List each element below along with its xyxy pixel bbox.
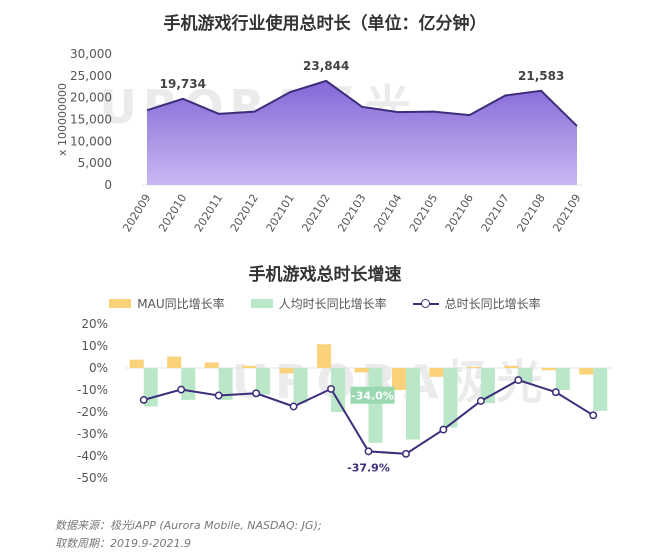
footer-period: 取数周期：2019.9-2021.9 [55,537,191,550]
chart2-ytick: -20% [77,405,108,419]
chart2-ytick: -40% [77,449,108,463]
chart2-point-total [476,397,485,405]
chart1-xtick: 202104 [371,192,404,235]
chart2-bar-per-user [368,368,383,443]
chart2-bar-per-user [593,368,608,411]
chart2-point-total [439,425,448,434]
chart1-line [146,79,578,127]
legend-item-per-user: 人均时长同比增长率 [250,295,387,312]
chart2-bar-per-user [555,368,570,390]
chart1-data-label: 19,734 [160,77,206,91]
chart1-xtick: 202108 [514,192,547,235]
chart2-bar-per-user [293,368,308,404]
chart1-xtick: 202010 [156,192,189,235]
chart2-label-bg [350,386,395,404]
chart1-data-label: 23,844 [303,59,349,73]
footer-source: 数据来源：极光iAPP (Aurora Mobile, NASDAQ: JG); [55,519,322,532]
chart2-bar-per-user [181,368,196,400]
chart2-bar-per-user [256,368,271,395]
chart2-point-total [514,376,523,385]
chart2-point-total [589,411,598,420]
chart1-ytick: 20,000 [70,91,112,105]
chart1-area [147,80,577,185]
chart1-xtick: 202107 [479,192,512,235]
legend-item-mau: MAU同比增长率 [109,295,225,312]
chart2-point-total [139,395,148,404]
chart2-ytick: -10% [77,383,108,397]
chart2-bar-mau [317,344,332,368]
chart2-point-total [214,391,223,400]
chart1-xtick: 202105 [407,192,440,235]
legend-swatch-mau [109,299,132,308]
chart2-bar-per-user [218,368,233,400]
chart2-point-total [289,402,298,411]
chart1-ytick: 25,000 [70,69,112,83]
legend-label-total: 总时长同比增长率 [444,297,541,311]
chart2-point-total [551,388,560,397]
chart2-bar-mau [504,365,519,368]
chart2-point-total [327,384,335,393]
chart1-data-label: 21,583 [518,69,564,83]
chart2-bar-mau [391,368,406,390]
chart2-bar-mau [242,365,257,368]
chart2-point-total [364,447,373,456]
legend-item-total: 总时长同比增长率 [412,295,541,312]
chart2-legend: MAU同比增长率 人均时长同比增长率 总时长同比增长率 [0,295,650,312]
chart1-ytick: 30,000 [70,47,112,61]
legend-swatch-per-user [250,299,273,308]
chart1-ytick: 5,000 [78,156,112,170]
chart1-title: 手机游戏行业使用总时长（单位：亿分钟） [163,14,487,34]
chart2-point-total [402,449,410,458]
chart2-ytick: -30% [77,427,108,441]
chart1-ytick: 15,000 [70,113,112,127]
chart2-ytick: 10% [81,339,108,353]
chart2-bar-mau [279,368,294,374]
chart2-ytick: -50% [77,471,108,485]
chart2-data-label: -37.9% [347,461,390,474]
chart2-bar-mau [167,356,182,368]
legend-label-mau: MAU同比增长率 [137,297,225,311]
chart2-bar-mau [354,368,369,373]
chart1-xtick: 202012 [228,192,261,235]
chart2-bar-mau [129,359,144,368]
chart1-xtick: 202103 [335,192,368,235]
chart2-point-total [177,385,186,394]
chart2-bar-mau [579,368,594,375]
chart1-ytick: 0 [104,178,112,192]
chart2-title: 手机游戏总时长增速 [248,265,402,285]
chart2-ytick: 20% [81,317,108,331]
chart2-bar-mau [429,368,444,377]
chart2-bar-mau [466,366,481,368]
chart1-xtick: 202109 [550,192,583,235]
legend-swatch-total [412,298,439,309]
chart1-xtick: 202009 [120,192,153,235]
chart2-bar-per-user [443,368,458,428]
chart1-xtick: 202106 [443,192,476,235]
chart2-point-total [252,389,261,398]
legend-label-per-user: 人均时长同比增长率 [278,297,387,311]
chart2-data-label: -34.0% [351,390,394,403]
chart1-xtick: 202011 [192,192,225,235]
chart2-ytick: 0% [89,361,108,375]
chart1-xtick: 202101 [264,192,297,235]
chart1-xtick: 202102 [299,192,332,235]
chart2-bar-mau [204,362,219,368]
chart2-bar-per-user [331,368,346,412]
chart1-ytick: 10,000 [70,134,112,148]
chart2-bar-mau [541,368,556,371]
chart1-ylabel: x 100000000 [56,83,69,156]
chart2-bar-per-user [405,368,420,440]
